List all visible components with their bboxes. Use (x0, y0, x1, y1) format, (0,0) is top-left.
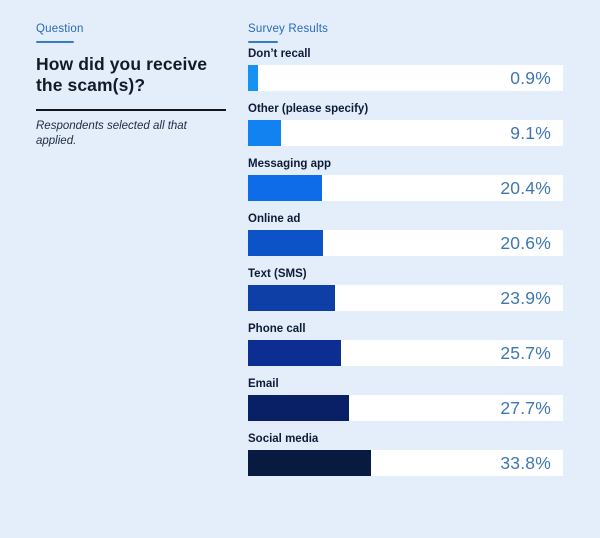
bar-fill (248, 450, 371, 476)
bar-value-label: 0.9% (510, 68, 551, 88)
bar-value-label: 20.6% (500, 233, 551, 253)
bar-fill (248, 395, 349, 421)
bar-fill (248, 340, 342, 366)
question-section-header: Question (36, 22, 226, 43)
bar-category-label: Online ad (248, 213, 301, 225)
bar-track: 0.9% (248, 65, 563, 91)
bar-row: Online ad 20.6% (248, 212, 563, 256)
bar-row: Social media 33.8% (248, 432, 563, 476)
question-title: How did you receive the scam(s)? (36, 54, 208, 95)
bar-track: 25.7% (248, 340, 563, 366)
bar-row: Phone call 25.7% (248, 322, 563, 366)
bar-category-label: Don’t recall (248, 48, 311, 60)
bar-fill (248, 230, 323, 256)
bar-category-label: Social media (248, 433, 319, 445)
bar-fill (248, 285, 335, 311)
bar-track: 23.9% (248, 285, 563, 311)
results-section-header: Survey Results (248, 22, 563, 43)
bar-category-label: Other (please specify) (248, 103, 369, 115)
bar-fill (248, 120, 282, 146)
bar-value-label: 23.9% (500, 288, 551, 308)
bar-fill (248, 175, 323, 201)
bar-category-label: Phone call (248, 323, 306, 335)
methodology-note: Respondents selected all that applied. (36, 120, 187, 147)
bar-row: Email 27.7% (248, 377, 563, 421)
bar-value-label: 9.1% (510, 123, 551, 143)
bar-row: Don’t recall 0.9% (248, 47, 563, 91)
bar-fill (248, 65, 259, 91)
results-eyebrow-underline (248, 41, 278, 43)
bar-row: Text (SMS) 23.9% (248, 267, 563, 311)
question-panel: Question How did you receive the scam(s)… (36, 22, 226, 538)
question-divider-rule (36, 109, 226, 111)
bar-value-label: 25.7% (500, 343, 551, 363)
results-eyebrow-label: Survey Results (248, 23, 329, 35)
bar-track: 27.7% (248, 395, 563, 421)
question-eyebrow-label: Question (36, 23, 84, 35)
bar-category-label: Messaging app (248, 158, 332, 170)
results-panel: Survey Results Don’t recall 0.9% Other (… (248, 22, 563, 538)
bar-category-label: Text (SMS) (248, 268, 307, 280)
bar-value-label: 20.4% (500, 178, 551, 198)
bar-value-label: 33.8% (500, 453, 551, 473)
bar-track: 9.1% (248, 120, 563, 146)
bar-row: Messaging app 20.4% (248, 157, 563, 201)
bar-chart: Don’t recall 0.9% Other (please specify)… (248, 47, 563, 476)
bar-value-label: 27.7% (500, 398, 551, 418)
bar-row: Other (please specify) 9.1% (248, 102, 563, 146)
bar-track: 20.4% (248, 175, 563, 201)
bar-track: 33.8% (248, 450, 563, 476)
bar-category-label: Email (248, 378, 279, 390)
question-eyebrow-underline (36, 41, 74, 43)
bar-track: 20.6% (248, 230, 563, 256)
